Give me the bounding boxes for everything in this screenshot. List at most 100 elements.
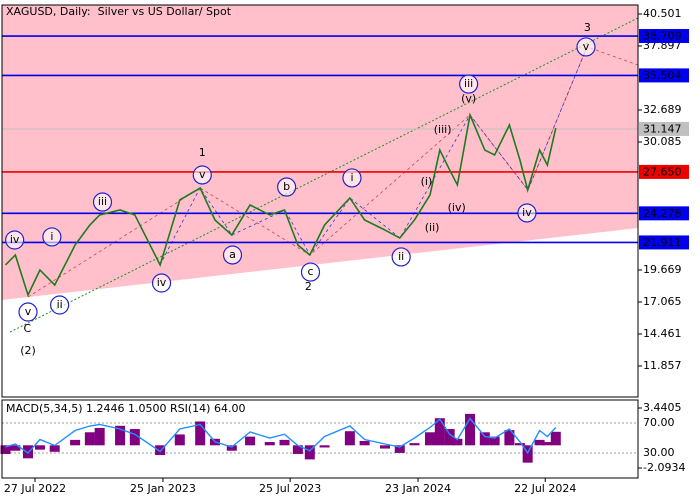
x-tick-label: 22 Jul 2024 [514,482,576,495]
wave-circle [5,230,25,250]
wave-label: a [229,248,236,261]
level-label-box [639,164,689,179]
wave-circle [50,295,70,315]
wave-circle [576,37,596,57]
macd-bar [534,439,545,446]
rsi-line [5,417,557,455]
wave-label: 1 [199,146,206,159]
wave-circle [342,168,362,188]
level-label: 35.504 [643,69,682,82]
macd-bar [34,445,45,450]
macd-bar [279,439,290,446]
level-label-box [639,68,689,83]
wave-label: v [199,168,206,181]
plot-frame [1,4,639,398]
level-label: 31.147 [643,122,682,135]
wave-circle [459,74,479,94]
x-tick-label: 27 Jul 2022 [4,482,66,495]
macd-bar [380,445,391,449]
macd-bar [10,445,21,451]
wave-label: iv [522,206,532,219]
macd-bar [465,413,476,446]
macd-bar [319,445,330,448]
wave-label: iii [464,77,473,90]
wave-label: (2) [20,344,36,357]
wave-label: (i) [421,175,433,188]
macd-bar [129,429,140,446]
y-tick-label: 3.4405 [643,401,682,414]
x-tick-label: 25 Jan 2023 [130,482,196,495]
y-tick-label: 40.501 [643,7,682,20]
macd-bar [70,439,81,446]
macd-bar [489,436,500,446]
level-label-box [639,121,689,136]
y2-tick-label: 70.00 [643,416,675,429]
macd-bar [174,434,185,446]
wave-label: v [583,40,590,53]
wave-circle [222,245,243,265]
level-label: 38.709 [643,30,682,43]
wave-label: iv [157,276,167,289]
level-label: 24.278 [643,207,682,220]
wave-circle [391,247,411,267]
y-tick-label: 30.085 [643,135,682,148]
macd-bar [434,418,445,446]
level-label: 27.650 [643,165,682,178]
sub-frame [1,399,639,479]
macd-bar [444,429,455,446]
macd-bar [550,431,561,446]
macd-bar [292,445,303,454]
macd-bar [226,445,237,451]
wave-label: C [23,322,31,335]
wave-label: c [307,265,313,278]
y-tick-label: 32.689 [643,103,682,116]
macd-bar [514,443,525,446]
y-tick-label: 14.461 [643,327,682,340]
wave-label: b [283,180,290,193]
level-label: 21.911 [643,236,682,249]
macd-bar [23,445,34,459]
x-tick-label: 25 Jul 2023 [259,482,321,495]
wave-label: ii [57,298,63,311]
macd-bar [452,438,463,446]
y-tick-label: -2.0934 [643,461,685,474]
wave-circle [300,262,321,282]
wave-label: i [50,230,53,243]
macd-panel: 3.4405 -2.0934 70.00 30.00 [0,401,685,474]
level-label-box [639,206,689,221]
macd-bar [304,445,315,460]
wave-label: 3 [584,21,591,34]
wave-label: ii [398,250,404,263]
wave-label: (ii) [425,221,440,234]
wave-label: (v) [461,92,476,105]
price-line [4,112,557,298]
wave-circle [151,273,172,293]
macd-bar [344,431,355,446]
macd-bar [0,445,11,454]
y-tick-label: 19.669 [643,263,682,276]
macd-bar [115,425,126,446]
wave-circle [42,227,62,247]
trend-line [9,17,639,333]
macd-bar [84,432,95,446]
macd-bar [245,436,256,446]
macd-bar [424,432,435,446]
indicator-title: MACD(5,34,5) 1.2446 1.0500 RSI(14) 64.00 [6,402,245,415]
wave-label: i [350,171,353,184]
wave-circle [517,203,537,223]
y-tick-label: 11.857 [643,359,682,372]
wave-label: 2 [305,280,312,293]
macd-bar [49,445,60,452]
level-label-box [639,29,689,44]
macd-bar [359,440,370,446]
macd-bar [155,445,166,456]
macd-bar [479,432,490,446]
chart-title: XAGUSD, Daily: Silver vs US Dollar/ Spot [6,5,232,18]
main-panel: 40.50137.89732.68930.08519.66917.06514.4… [2,7,689,495]
level-label-box [639,235,689,250]
wave-label: (iii) [434,123,452,136]
wave-label: v [25,305,32,318]
wave-circle [192,165,212,185]
wave-path [159,46,588,266]
